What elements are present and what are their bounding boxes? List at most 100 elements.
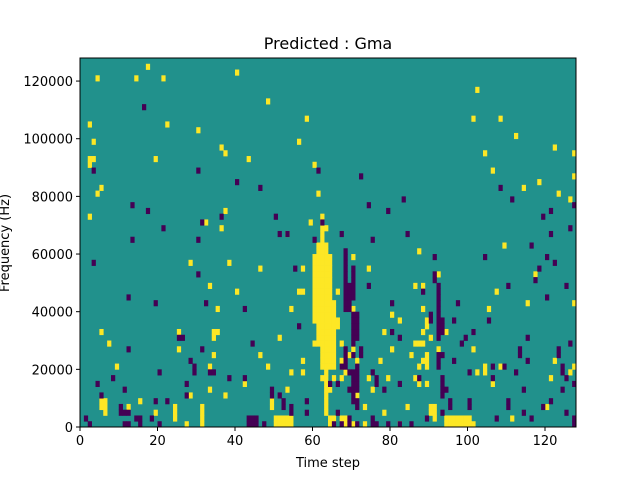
heatmap-cell-low xyxy=(432,277,437,284)
heatmap-cell-low xyxy=(374,380,379,387)
heatmap-cell-high xyxy=(413,340,418,347)
heatmap-cell-low xyxy=(545,254,550,261)
heatmap-cell-high xyxy=(320,213,325,220)
heatmap-cell-high xyxy=(312,294,317,301)
heatmap-cell-high xyxy=(355,357,360,364)
heatmap-cell-high xyxy=(316,300,321,307)
y-tick-label: 20000 xyxy=(32,363,73,378)
heatmap-cell-low xyxy=(502,363,507,370)
heatmap-cell-low xyxy=(351,380,356,387)
heatmap-cell-low xyxy=(529,415,534,422)
heatmap-cell-high xyxy=(444,328,449,336)
heatmap-cell-low xyxy=(351,398,356,405)
heatmap-cell-low xyxy=(386,421,391,428)
heatmap-cell-low xyxy=(564,409,569,416)
heatmap-cell-high xyxy=(204,219,209,226)
heatmap-cell-low xyxy=(448,403,453,411)
heatmap-cell-high xyxy=(421,357,426,364)
heatmap-cell-high xyxy=(91,156,96,163)
heatmap-cell-low xyxy=(506,398,511,405)
heatmap-cell-high xyxy=(483,363,488,370)
heatmap-cell-high xyxy=(459,415,464,422)
heatmap-cell-high xyxy=(424,317,430,324)
heatmap-cell-high xyxy=(471,346,476,353)
heatmap-cell-high xyxy=(343,369,348,376)
heatmap-cell-high xyxy=(184,421,189,428)
heatmap-cell-high xyxy=(153,156,158,163)
heatmap-cell-high xyxy=(436,271,441,278)
heatmap-cell-low xyxy=(192,363,197,370)
heatmap-cell-high xyxy=(475,369,480,376)
heatmap-cell-high xyxy=(297,288,302,295)
heatmap-cell-low xyxy=(545,294,550,301)
heatmap-cell-high xyxy=(320,259,325,266)
heatmap-cell-low xyxy=(138,421,143,428)
heatmap-cell-high xyxy=(328,305,333,313)
heatmap-cell-high xyxy=(552,357,557,364)
heatmap-cell-low xyxy=(227,375,232,382)
heatmap-cell-low xyxy=(529,242,534,249)
heatmap-cell-high xyxy=(572,173,577,180)
heatmap-cell-high xyxy=(87,156,92,163)
plot-frame xyxy=(79,57,577,428)
heatmap-cell-high xyxy=(324,323,329,330)
heatmap-cell-low xyxy=(506,282,511,289)
heatmap-cell-high xyxy=(417,363,422,370)
heatmap-cell-low xyxy=(355,398,360,405)
heatmap-cell-high xyxy=(324,254,329,261)
heatmap-cell-low xyxy=(432,271,437,278)
heatmap-cell-high xyxy=(331,415,337,422)
heatmap-cell-high xyxy=(316,317,321,324)
heatmap-cell-low xyxy=(444,386,449,393)
heatmap-cell-low xyxy=(355,363,360,370)
heatmap-cell-low xyxy=(126,409,131,416)
heatmap-cell-high xyxy=(320,323,325,330)
heatmap-cell-low xyxy=(347,305,352,313)
heatmap-cell-high xyxy=(211,352,216,359)
heatmap-cell-low xyxy=(490,375,495,382)
heatmap-cell-low xyxy=(370,236,375,243)
heatmap-cell-low xyxy=(436,328,441,336)
heatmap-cell-high xyxy=(312,254,317,261)
heatmap-cell-high xyxy=(95,75,100,82)
heatmap-cell-high xyxy=(316,288,321,295)
heatmap-cell-low xyxy=(494,415,499,422)
heatmap-cell-low xyxy=(138,415,143,422)
heatmap-cell-high xyxy=(455,415,461,422)
heatmap-cell-high xyxy=(324,352,329,359)
heatmap-cell-high xyxy=(312,317,317,324)
x-tick-label: 100 xyxy=(455,434,480,449)
heatmap-cell-low xyxy=(351,323,356,330)
heatmap-cell-high xyxy=(331,323,337,330)
heatmap-cell-low xyxy=(436,334,441,341)
heatmap-cell-low xyxy=(355,386,360,393)
heatmap-cell-high xyxy=(312,271,317,278)
heatmap-cell-high xyxy=(312,265,317,272)
heatmap-cell-low xyxy=(541,213,546,220)
heatmap-cell-high xyxy=(320,294,325,301)
heatmap-cell-high xyxy=(339,415,344,422)
heatmap-cell-low xyxy=(359,346,364,353)
heatmap-cell-high xyxy=(235,69,240,76)
heatmap-cell-low xyxy=(343,294,348,301)
heatmap-cell-high xyxy=(316,328,321,336)
heatmap-cell-high xyxy=(200,403,205,411)
heatmap-cell-high xyxy=(514,132,519,140)
heatmap-cell-high xyxy=(312,288,317,295)
heatmap-cell-high xyxy=(324,369,329,376)
heatmap-cell-high xyxy=(421,340,426,347)
y-tick-label: 120000 xyxy=(23,75,73,90)
heatmap-cell-high xyxy=(266,98,271,105)
heatmap-cell-low xyxy=(366,202,371,209)
heatmap-cell-low xyxy=(428,317,433,324)
heatmap-cell-high xyxy=(409,352,414,359)
heatmap-cell-low xyxy=(134,415,139,422)
heatmap-cell-low xyxy=(149,415,154,422)
y-tick-label: 60000 xyxy=(32,248,73,263)
heatmap-cell-high xyxy=(289,305,294,313)
heatmap-cell-low xyxy=(436,323,441,330)
heatmap-cell-high xyxy=(366,265,371,272)
heatmap-cell-high xyxy=(475,86,480,93)
heatmap-cell-high xyxy=(413,375,418,382)
heatmap-cell-low xyxy=(320,219,325,226)
